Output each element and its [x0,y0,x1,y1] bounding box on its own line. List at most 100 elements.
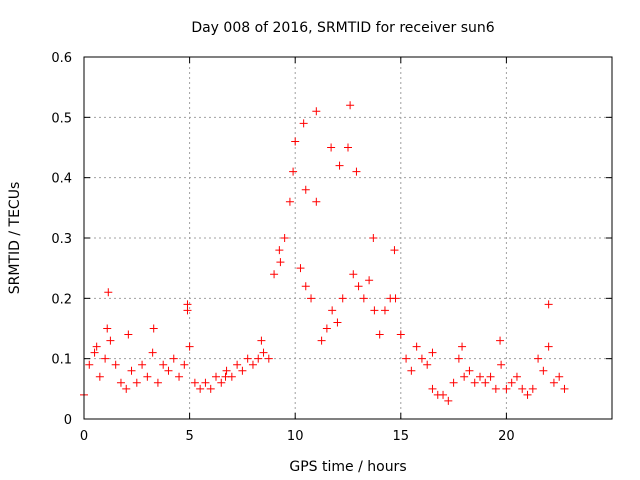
data-point [164,366,173,375]
data-point [560,384,569,393]
data-point [175,372,184,381]
y-tick-label: 0.5 [51,111,72,126]
data-point [90,348,99,357]
data-point [481,378,490,387]
data-point [328,306,337,315]
data-point [496,336,505,345]
data-point [143,372,152,381]
data-point [523,390,532,399]
x-axis: 0 5 10 15 20 [80,57,515,444]
x-tick-label: 20 [498,429,515,444]
data-point [138,360,147,369]
data-point [276,258,285,267]
data-point [549,378,558,387]
data-point [327,143,336,152]
data-point [280,234,289,242]
data-point [380,306,389,315]
data-point [92,342,101,351]
data-point [365,276,374,285]
data-point [449,378,458,387]
chart-title: Day 008 of 2016, SRMTID for receiver sun… [191,20,494,36]
data-point [470,378,479,387]
data-point [289,167,298,176]
data-point [555,372,564,381]
data-point [417,354,426,363]
data-point [349,270,358,279]
x-axis-label: GPS time / hours [289,459,406,475]
y-axis: 0 0.1 0.2 0.3 0.4 0.5 0.6 [51,51,612,428]
data-point [153,378,162,387]
data-point [335,161,344,170]
data-point [402,354,411,363]
data-point [346,101,355,110]
data-point [285,197,294,206]
data-point [428,348,437,357]
data-point [190,378,199,387]
data-point [476,372,484,381]
data-point [312,197,321,206]
data-point [85,360,94,369]
data-point [460,372,469,381]
grid [84,57,612,419]
data-point [407,366,416,375]
data-point [465,366,474,375]
data-point [534,354,543,363]
x-tick-label: 5 [185,429,193,444]
data-point [104,288,113,297]
data-point [103,324,112,333]
series-srmtid [80,101,569,405]
data-point [217,378,226,387]
data-point [296,264,305,273]
y-tick-label: 0.6 [51,51,72,66]
data-point [518,384,527,393]
data-point [344,143,352,152]
data-point [486,372,495,381]
data-point [264,354,273,363]
data-point [322,324,331,333]
data-point [539,366,548,375]
data-point [458,342,467,351]
data-point [248,360,257,369]
data-point [95,372,104,381]
data-point [233,360,242,369]
data-point [132,378,141,387]
data-point [317,336,326,345]
data-point [354,282,363,291]
x-tick-label: 15 [393,429,410,444]
data-point [183,300,192,309]
data-point [491,384,500,393]
data-point [423,360,432,369]
data-point [222,366,231,375]
data-point [196,384,205,393]
y-tick-label: 0.4 [51,172,72,187]
data-point [185,342,194,351]
data-point [106,336,115,345]
y-tick-label: 0 [64,413,72,428]
data-point [390,246,399,255]
data-point [370,306,379,315]
data-point [439,390,448,399]
data-point [259,348,268,357]
y-tick-label: 0.1 [51,353,72,368]
data-point [338,294,347,303]
data-point [428,384,437,393]
data-point [180,360,189,369]
data-point [257,336,266,345]
data-point [206,384,215,393]
y-axis-label: SRMTID / TECUs [7,182,23,295]
x-tick-label: 10 [287,429,304,444]
data-point [502,384,511,393]
data-point [333,318,342,327]
data-point [507,378,516,387]
data-point [369,234,378,242]
data-point [444,396,453,405]
data-point [291,137,300,146]
data-point [528,384,537,393]
data-point [124,330,133,339]
data-point [454,354,463,363]
data-point [352,167,361,176]
data-point [301,185,310,194]
data-point [412,342,421,351]
data-point [101,354,110,363]
y-tick-label: 0.3 [51,232,72,247]
